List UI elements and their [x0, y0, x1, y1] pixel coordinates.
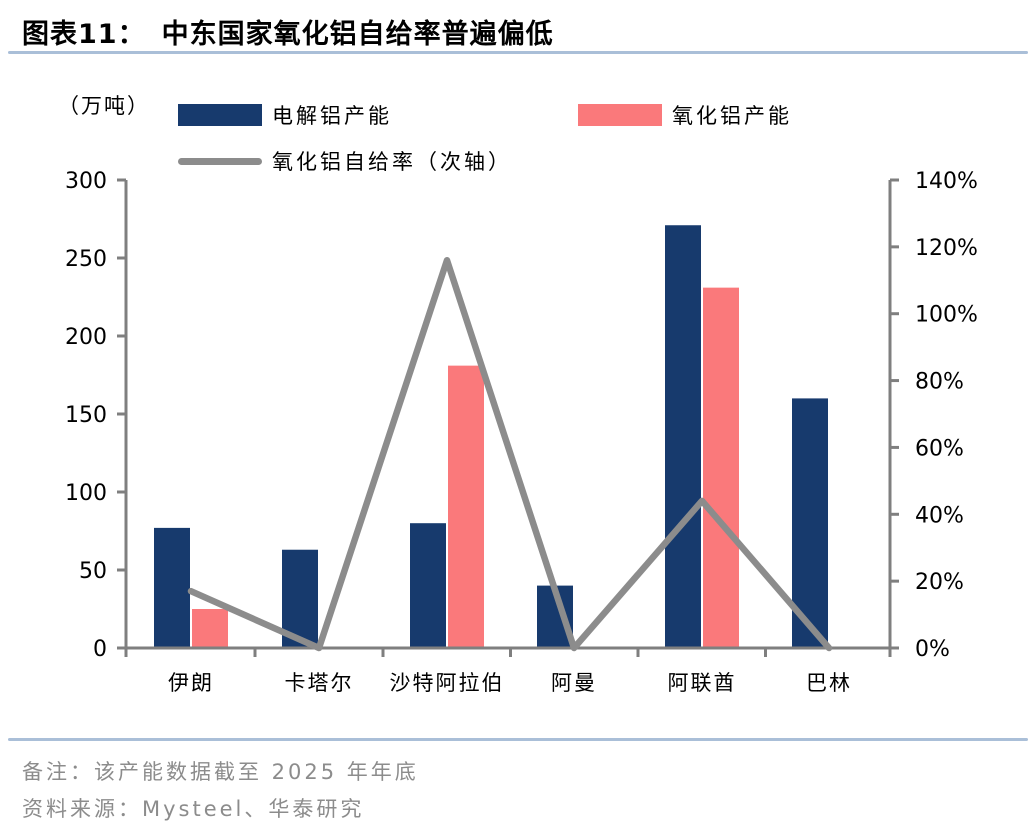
- left-axis-tick-label: 100: [65, 481, 107, 506]
- bar-electrolytic-aluminum-capacity-iran: [154, 527, 190, 648]
- note-text: 备注：该产能数据截至 2025 年年底: [22, 760, 419, 784]
- right-axis-tick-label: 80%: [915, 370, 964, 395]
- category-label-saudi-arabia: 沙特阿拉伯: [390, 671, 505, 695]
- category-label-iran: 伊朗: [168, 671, 214, 695]
- right-axis-tick-label: 120%: [915, 236, 978, 261]
- legend-swatch-coral: [578, 104, 662, 126]
- legend-item-electrolytic-aluminum: 电解铝产能: [178, 100, 392, 130]
- legend-item-self-sufficiency: 氧化铝自给率（次轴）: [178, 146, 512, 176]
- legend-label: 电解铝产能: [272, 104, 392, 128]
- left-axis-tick-label: 250: [65, 247, 107, 272]
- category-label-bahrain: 巴林: [806, 671, 852, 695]
- left-axis-unit-label: （万吨）: [58, 94, 150, 118]
- left-axis-tick-label: 200: [65, 325, 107, 350]
- right-axis-tick-label: 40%: [915, 503, 964, 528]
- figure-title: 图表11： 中东国家氧化铝自给率普遍偏低: [22, 12, 554, 51]
- left-axis-tick-label: 150: [65, 403, 107, 428]
- left-axis-tick-label: 50: [79, 559, 107, 584]
- bar-alumina-capacity-saudi-arabia: [448, 365, 484, 648]
- bar-electrolytic-aluminum-capacity-bahrain: [792, 398, 828, 648]
- legend-label: 氧化铝产能: [672, 104, 792, 128]
- category-label-qatar: 卡塔尔: [285, 671, 354, 695]
- page-title: 中东国家氧化铝自给率普遍偏低: [161, 19, 554, 50]
- category-label-uae: 阿联酋: [668, 671, 737, 695]
- left-axis-tick-label: 300: [65, 169, 107, 194]
- line-alumina-self-sufficiency: [187, 256, 833, 652]
- category-label-oman: 阿曼: [551, 671, 597, 695]
- right-axis-tick-label: 140%: [915, 169, 978, 194]
- figure-label: 图表11：: [22, 19, 146, 50]
- bar-electrolytic-aluminum-capacity-uae: [665, 225, 701, 649]
- right-axis-tick-label: 0%: [915, 637, 950, 662]
- title-underline: [8, 51, 1028, 54]
- source-text: 资料来源：Mysteel、华泰研究: [22, 797, 365, 821]
- chart-area: 0 50 100 150 200 250 300 0% 20% 40% 60% 80% 100% 120%…: [65, 169, 978, 695]
- bar-alumina-capacity-uae: [703, 287, 739, 648]
- legend-swatch-gray-line: [178, 157, 262, 165]
- right-axis-tick-label: 60%: [915, 436, 964, 461]
- bar-electrolytic-aluminum-capacity-saudi-arabia: [410, 523, 446, 648]
- legend-label: 氧化铝自给率（次轴）: [272, 150, 512, 174]
- left-axis-tick-label: 0: [93, 637, 107, 662]
- right-axis-tick-label: 100%: [915, 303, 978, 328]
- legend-swatch-navy: [178, 104, 262, 126]
- bar-alumina-capacity-iran: [192, 609, 228, 648]
- right-axis-tick-label: 20%: [915, 570, 964, 595]
- footer-divider: [8, 738, 1028, 741]
- legend-item-alumina: 氧化铝产能: [578, 100, 792, 130]
